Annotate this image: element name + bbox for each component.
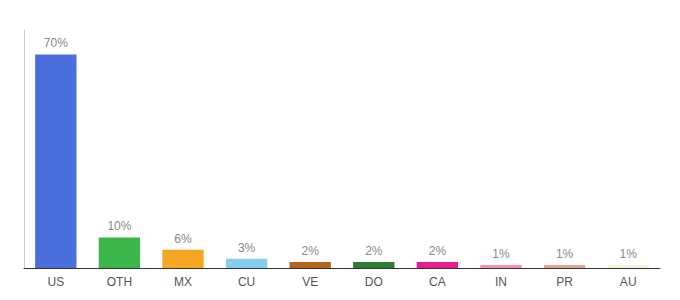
svg-text:DO: DO [365,275,383,289]
svg-text:CA: CA [429,275,446,289]
svg-text:IN: IN [495,275,507,289]
svg-text:PR: PR [556,275,573,289]
svg-text:1%: 1% [556,247,574,261]
svg-text:OTH: OTH [107,275,132,289]
svg-text:6%: 6% [174,232,192,246]
svg-text:AU: AU [620,275,637,289]
svg-text:2%: 2% [302,244,320,258]
svg-text:2%: 2% [365,244,383,258]
svg-text:10%: 10% [107,219,131,233]
svg-text:3%: 3% [238,241,256,255]
svg-text:1%: 1% [492,247,510,261]
svg-text:1%: 1% [620,247,638,261]
svg-text:US: US [47,275,64,289]
svg-text:VE: VE [302,275,318,289]
svg-text:2%: 2% [429,244,447,258]
svg-text:70%: 70% [44,36,68,50]
svg-text:CU: CU [238,275,255,289]
svg-text:MX: MX [174,275,192,289]
